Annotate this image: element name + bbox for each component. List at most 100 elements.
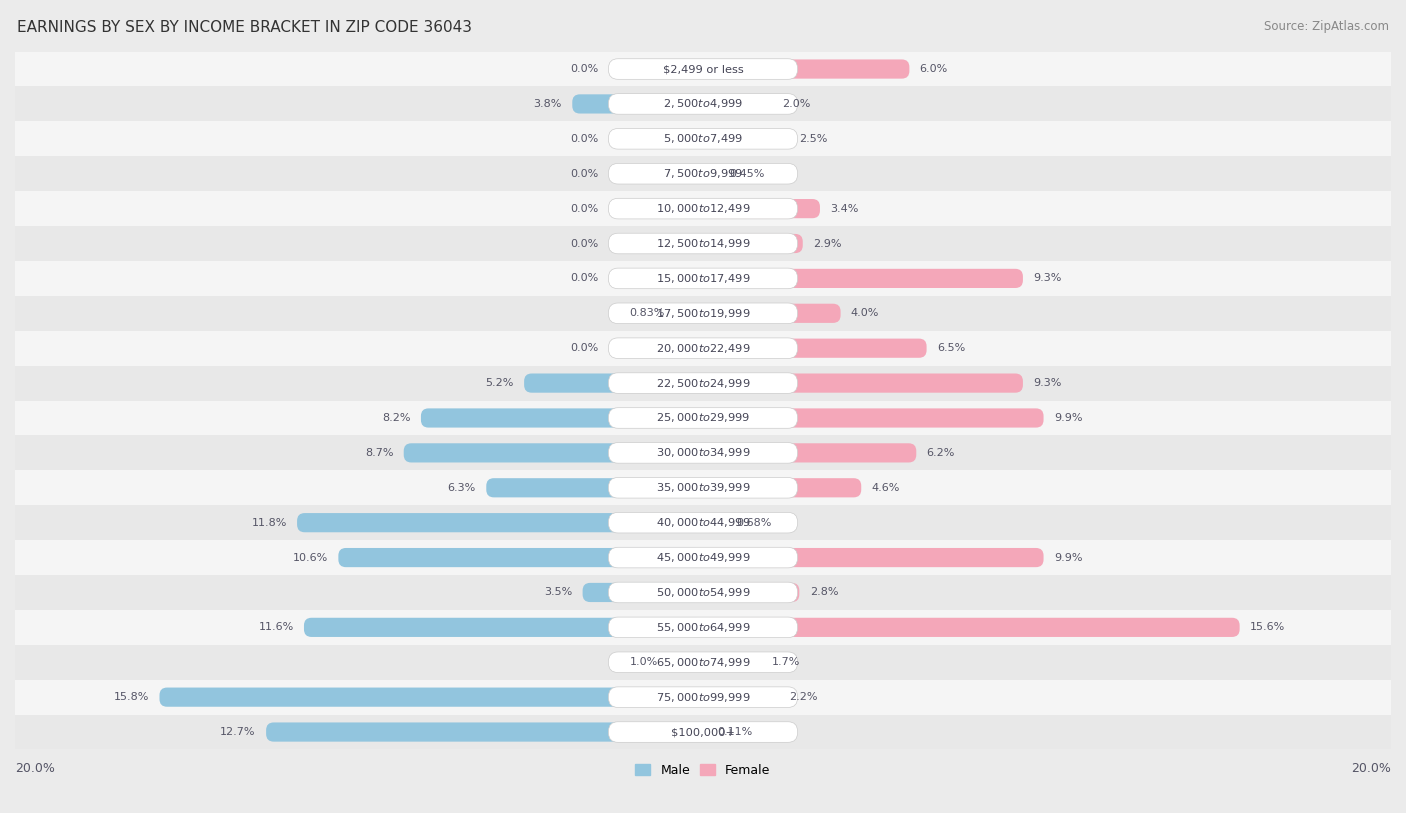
FancyBboxPatch shape (703, 129, 789, 149)
Text: $40,000 to $44,999: $40,000 to $44,999 (655, 516, 751, 529)
Text: 6.5%: 6.5% (936, 343, 965, 353)
Text: 11.6%: 11.6% (259, 623, 294, 633)
Text: 5.2%: 5.2% (485, 378, 513, 388)
Bar (15, 51, 1391, 86)
Text: 10.6%: 10.6% (292, 553, 328, 563)
FancyBboxPatch shape (675, 304, 703, 323)
Text: 15.8%: 15.8% (114, 692, 149, 702)
Text: $50,000 to $54,999: $50,000 to $54,999 (655, 586, 751, 599)
Text: 2.0%: 2.0% (782, 99, 810, 109)
FancyBboxPatch shape (703, 653, 762, 672)
Text: 20.0%: 20.0% (15, 762, 55, 775)
FancyBboxPatch shape (703, 338, 927, 358)
FancyBboxPatch shape (339, 548, 703, 567)
FancyBboxPatch shape (703, 408, 1043, 428)
Text: $15,000 to $17,499: $15,000 to $17,499 (655, 272, 751, 285)
FancyBboxPatch shape (609, 652, 797, 672)
Bar (15, 645, 1391, 680)
Text: 9.3%: 9.3% (1033, 273, 1062, 284)
FancyBboxPatch shape (609, 407, 797, 428)
FancyBboxPatch shape (703, 513, 727, 533)
Text: 2.2%: 2.2% (789, 692, 817, 702)
FancyBboxPatch shape (703, 373, 1024, 393)
Text: 3.4%: 3.4% (831, 203, 859, 214)
Bar (15, 540, 1391, 575)
Text: 20.0%: 20.0% (1351, 762, 1391, 775)
Text: 0.0%: 0.0% (569, 273, 598, 284)
FancyBboxPatch shape (609, 198, 797, 219)
FancyBboxPatch shape (609, 59, 797, 80)
Bar (15, 191, 1391, 226)
Bar (15, 610, 1391, 645)
Bar (15, 86, 1391, 121)
Bar (15, 715, 1391, 750)
FancyBboxPatch shape (703, 548, 1043, 567)
FancyBboxPatch shape (703, 583, 800, 602)
Bar (15, 366, 1391, 401)
FancyBboxPatch shape (404, 443, 703, 463)
Text: $17,500 to $19,999: $17,500 to $19,999 (655, 307, 751, 320)
Text: $25,000 to $29,999: $25,000 to $29,999 (655, 411, 751, 424)
FancyBboxPatch shape (703, 199, 820, 218)
FancyBboxPatch shape (703, 164, 718, 183)
Text: 0.68%: 0.68% (737, 518, 772, 528)
Text: 11.8%: 11.8% (252, 518, 287, 528)
Text: 0.0%: 0.0% (569, 238, 598, 249)
Text: $2,500 to $4,999: $2,500 to $4,999 (664, 98, 742, 111)
FancyBboxPatch shape (703, 478, 862, 498)
FancyBboxPatch shape (703, 234, 803, 253)
Text: 6.2%: 6.2% (927, 448, 955, 458)
FancyBboxPatch shape (609, 373, 797, 393)
Bar (15, 156, 1391, 191)
FancyBboxPatch shape (609, 303, 797, 324)
Text: 9.3%: 9.3% (1033, 378, 1062, 388)
FancyBboxPatch shape (582, 583, 703, 602)
Text: 3.8%: 3.8% (534, 99, 562, 109)
Text: 2.5%: 2.5% (800, 134, 828, 144)
FancyBboxPatch shape (304, 618, 703, 637)
Text: 1.7%: 1.7% (772, 657, 800, 667)
FancyBboxPatch shape (703, 94, 772, 114)
FancyBboxPatch shape (703, 304, 841, 323)
Text: 2.9%: 2.9% (813, 238, 842, 249)
Text: $22,500 to $24,999: $22,500 to $24,999 (655, 376, 751, 389)
Text: 0.45%: 0.45% (728, 169, 765, 179)
FancyBboxPatch shape (609, 268, 797, 289)
FancyBboxPatch shape (609, 547, 797, 567)
FancyBboxPatch shape (609, 338, 797, 359)
Text: $45,000 to $49,999: $45,000 to $49,999 (655, 551, 751, 564)
Bar (15, 505, 1391, 540)
Text: $30,000 to $34,999: $30,000 to $34,999 (655, 446, 751, 459)
FancyBboxPatch shape (420, 408, 703, 428)
FancyBboxPatch shape (572, 94, 703, 114)
Text: $10,000 to $12,499: $10,000 to $12,499 (655, 202, 751, 215)
Text: 3.5%: 3.5% (544, 588, 572, 598)
FancyBboxPatch shape (609, 163, 797, 184)
Bar (15, 331, 1391, 366)
Bar (15, 436, 1391, 471)
Text: EARNINGS BY SEX BY INCOME BRACKET IN ZIP CODE 36043: EARNINGS BY SEX BY INCOME BRACKET IN ZIP… (17, 20, 472, 35)
FancyBboxPatch shape (297, 513, 703, 533)
Text: $7,500 to $9,999: $7,500 to $9,999 (664, 167, 742, 180)
Text: 2.8%: 2.8% (810, 588, 838, 598)
Bar (15, 680, 1391, 715)
FancyBboxPatch shape (609, 722, 797, 742)
Text: $75,000 to $99,999: $75,000 to $99,999 (655, 691, 751, 703)
Text: 15.6%: 15.6% (1250, 623, 1285, 633)
FancyBboxPatch shape (703, 59, 910, 79)
FancyBboxPatch shape (609, 687, 797, 707)
Bar (15, 296, 1391, 331)
Text: $100,000+: $100,000+ (671, 727, 735, 737)
FancyBboxPatch shape (703, 688, 779, 706)
FancyBboxPatch shape (159, 688, 703, 706)
Text: $20,000 to $22,499: $20,000 to $22,499 (655, 341, 751, 354)
FancyBboxPatch shape (609, 128, 797, 149)
FancyBboxPatch shape (703, 618, 1240, 637)
FancyBboxPatch shape (524, 373, 703, 393)
Text: Source: ZipAtlas.com: Source: ZipAtlas.com (1264, 20, 1389, 33)
FancyBboxPatch shape (609, 93, 797, 114)
Text: $5,000 to $7,499: $5,000 to $7,499 (664, 133, 742, 146)
FancyBboxPatch shape (609, 512, 797, 533)
Text: $2,499 or less: $2,499 or less (662, 64, 744, 74)
FancyBboxPatch shape (609, 582, 797, 602)
